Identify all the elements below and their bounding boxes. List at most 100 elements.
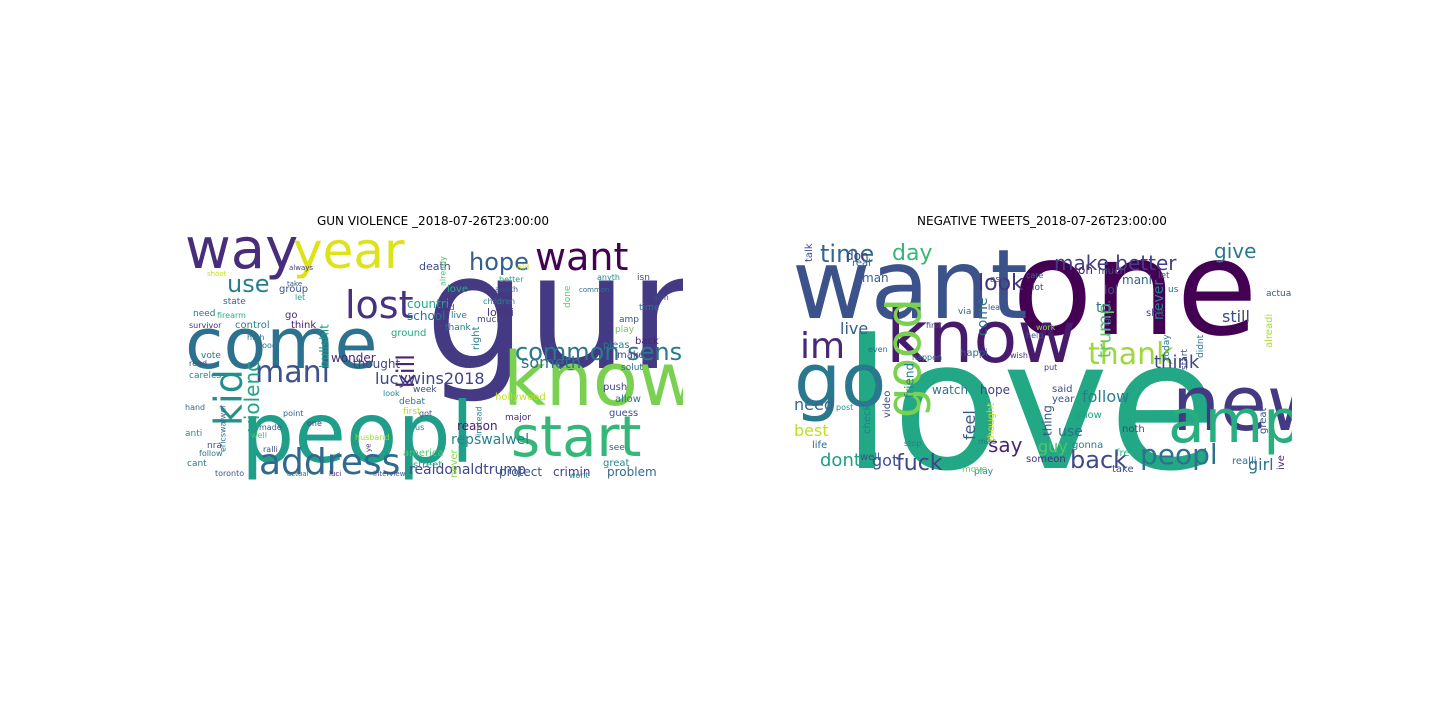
cloud-word: lot	[1032, 283, 1044, 293]
cloud-word: look	[383, 389, 400, 398]
cloud-word: never	[1151, 280, 1167, 320]
cloud-word: america	[403, 448, 444, 459]
cloud-word: leav	[988, 303, 1005, 312]
cloud-word: control	[235, 320, 270, 331]
cloud-word: old	[517, 263, 529, 272]
cloud-word: amp	[619, 315, 639, 325]
cloud-word: solut	[621, 363, 643, 373]
cloud-word: help	[1026, 331, 1043, 340]
cloud-word: said	[1052, 384, 1072, 395]
cloud-word: want	[792, 230, 1028, 341]
cloud-word: pleas	[603, 340, 630, 351]
cloud-word: take	[287, 280, 302, 288]
cloud-word: back	[635, 336, 659, 347]
cloud-word: debat	[399, 397, 425, 407]
cloud-word: got	[872, 451, 898, 470]
cloud-word: death	[419, 260, 451, 273]
cloud-word: state	[223, 297, 246, 307]
cloud-word: got	[419, 409, 432, 418]
cloud-word: think	[291, 320, 316, 331]
cloud-word: thought	[353, 357, 400, 371]
cloud-word: watch	[932, 383, 968, 397]
cloud-word: already	[438, 256, 447, 286]
cloud-word: know	[503, 337, 683, 423]
cloud-word: im	[800, 326, 845, 367]
cloud-word: day	[892, 241, 932, 266]
cloud-word: shit	[1146, 308, 1164, 319]
cloud-word: lol	[1104, 283, 1118, 297]
cloud-word: protect	[499, 465, 542, 479]
cloud-word: kill	[392, 354, 420, 388]
cloud-word: know	[886, 295, 1076, 379]
cloud-word: mani	[255, 355, 330, 390]
cloud-word: one	[1012, 230, 1258, 366]
cloud-word: feel	[960, 410, 979, 440]
cloud-word: noth	[1122, 424, 1145, 435]
cloud-word: never	[449, 448, 460, 478]
cloud-word: thought	[986, 403, 997, 442]
word-cloud-canvas: onelovewantknowgogoodnewampimthankpeoplb…	[792, 230, 1292, 480]
cloud-word: problem	[607, 465, 657, 479]
cloud-word: start	[1180, 349, 1190, 370]
cloud-word: ground	[391, 328, 426, 339]
cloud-word: don	[846, 249, 869, 263]
cloud-word: week	[413, 385, 437, 395]
cloud-word: let	[1158, 271, 1170, 281]
cloud-word: peopl	[1140, 438, 1218, 471]
cloud-word: alreadi	[1264, 314, 1275, 348]
cloud-word: done	[563, 285, 573, 308]
cloud-word: much	[477, 315, 502, 325]
cloud-word: ye	[365, 444, 373, 452]
cloud-word: look	[978, 271, 1024, 296]
cloud-word: luci	[329, 470, 341, 478]
cloud-word: actual	[287, 470, 309, 478]
cloud-word: fuck	[896, 451, 943, 476]
cloud-word: back	[1070, 446, 1127, 474]
cloud-word: today	[1162, 334, 1172, 360]
cloud-word: follow	[199, 449, 223, 458]
cloud-word: right	[1102, 308, 1112, 330]
cloud-word: good	[876, 298, 932, 418]
cloud-word: care	[1026, 271, 1043, 280]
cloud-word: go	[285, 310, 297, 321]
word-cloud-negative-tweets: onelovewantknowgogoodnewampimthankpeoplb…	[792, 230, 1292, 480]
cloud-word: guy	[1038, 437, 1068, 456]
cloud-word: great	[603, 458, 630, 469]
cloud-word: come	[185, 303, 378, 385]
cloud-word: tri	[1096, 300, 1111, 316]
cloud-word: lobbi	[487, 306, 514, 319]
cloud-word: realli	[1232, 456, 1257, 467]
cloud-word: children	[483, 297, 515, 306]
cloud-word: say	[988, 433, 1023, 457]
cloud-word: ive	[1276, 455, 1287, 470]
cloud-word: give	[1214, 239, 1256, 263]
cloud-word: want	[535, 235, 628, 279]
cloud-word: careless	[189, 371, 226, 381]
cloud-word: oh	[1078, 263, 1093, 277]
cloud-word: even	[868, 345, 888, 354]
cloud-word: someth	[521, 353, 581, 372]
cloud-word: anti	[185, 429, 202, 439]
cloud-word: make better	[1054, 251, 1177, 275]
cloud-word: push	[603, 382, 627, 393]
cloud-word: first	[926, 321, 942, 330]
cloud-word: well	[251, 431, 267, 440]
cloud-word: wont	[569, 471, 589, 480]
cloud-word: address	[259, 442, 400, 480]
cloud-word: great	[1258, 407, 1269, 434]
cloud-word: common sens	[515, 338, 682, 366]
cloud-word: free	[1116, 448, 1136, 459]
cloud-word: isn	[637, 273, 650, 283]
cloud-word: better	[499, 275, 524, 284]
cloud-word: always	[289, 264, 313, 272]
cloud-word: allow	[615, 394, 641, 405]
cloud-word: live	[840, 319, 868, 338]
cloud-word: need	[193, 309, 216, 319]
cloud-word: peopl	[241, 384, 474, 480]
cloud-word: first	[403, 407, 421, 417]
cloud-word: made	[259, 423, 282, 432]
cloud-word: gonna	[1072, 440, 1103, 451]
cloud-word: group	[279, 284, 308, 295]
cloud-word: use	[1058, 424, 1083, 440]
cloud-word: time	[820, 240, 874, 268]
